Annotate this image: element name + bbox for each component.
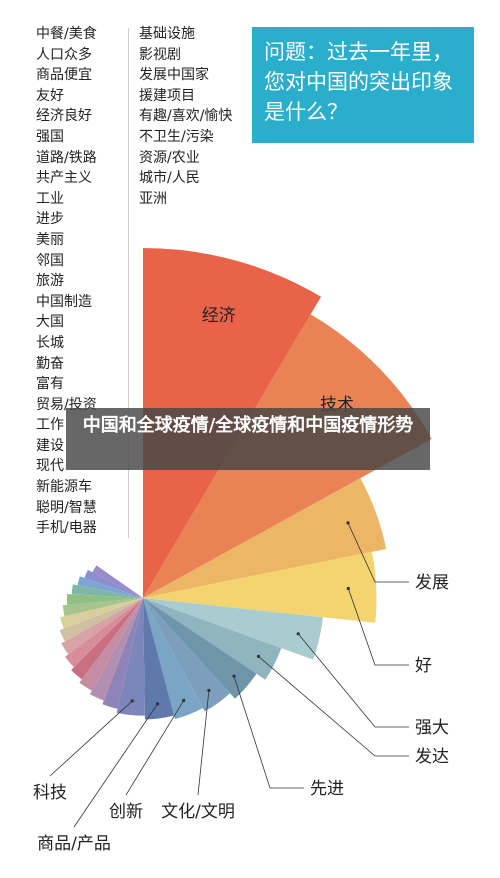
slice-label: 科技 — [33, 783, 67, 803]
slice-label: 创新 — [109, 802, 143, 822]
slice-label: 好 — [415, 656, 432, 676]
legend-item: 聪明/智慧 — [36, 499, 97, 516]
legend-item: 大国 — [36, 314, 64, 331]
chart-slice — [71, 584, 143, 598]
leader-dot — [130, 699, 134, 703]
chart-slice — [71, 598, 143, 680]
legend-item: 富有 — [36, 376, 64, 393]
legend-divider — [128, 28, 129, 538]
leader-dot — [296, 632, 300, 636]
legend-item: 道路/铁路 — [36, 149, 97, 166]
legend-item: 建设 — [36, 437, 64, 454]
legend-item: 勤奋 — [36, 355, 64, 372]
slice-label: 商品/产品 — [37, 834, 111, 854]
chart-slice — [143, 598, 174, 720]
leader-dot — [182, 698, 186, 703]
chart-slice — [61, 598, 144, 655]
legend-item: 中餐/美食 — [36, 26, 97, 42]
leader-dot — [232, 674, 236, 678]
chart-slice — [89, 598, 143, 701]
slice-label: 发展 — [415, 573, 449, 593]
legend-item: 经济良好 — [36, 108, 92, 125]
leader-line — [297, 633, 409, 728]
legend-item: 中国制造 — [36, 293, 92, 310]
legend-item: 共产主义 — [36, 170, 92, 187]
leader-dot — [156, 702, 160, 706]
legend-item: 资源/农业 — [139, 149, 200, 166]
legend-item: 商品便宜 — [36, 67, 92, 84]
question-box: 问题：过去一年里，您对中国的突出印象是什么？ — [252, 27, 474, 143]
chart-slice — [143, 598, 282, 680]
leader-line — [197, 690, 210, 796]
headline-banner: 中国和全球疫情/全球疫情和中国疫情形势 — [66, 408, 430, 470]
chart-slice — [65, 598, 143, 668]
legend-item: 基础设施 — [139, 26, 195, 42]
leader-line — [233, 676, 304, 789]
legend-item: 不卫生/污染 — [139, 128, 214, 145]
chart-slice — [143, 598, 230, 712]
chart-slice — [143, 478, 387, 598]
chart-slice — [84, 569, 143, 598]
legend-item: 工作 — [36, 417, 64, 434]
legend-item: 邻国 — [36, 252, 64, 269]
chart-slice — [62, 598, 143, 617]
chart-slice — [59, 598, 144, 642]
legend-item: 亚洲 — [139, 190, 167, 207]
leader-dot — [346, 586, 350, 591]
leader-line — [73, 703, 158, 828]
legend-item: 工业 — [36, 190, 64, 207]
leader-dot — [346, 521, 350, 525]
leader-dot — [256, 654, 261, 659]
chart-slice — [116, 598, 145, 716]
legend-item: 友好 — [36, 87, 64, 104]
chart-slice — [79, 598, 143, 691]
chart-slice — [143, 598, 203, 720]
chart-slice — [143, 551, 377, 623]
legend-item: 现代 — [36, 458, 64, 475]
chart-slice — [66, 594, 143, 605]
leader-line — [258, 656, 409, 757]
legend-item: 长城 — [36, 334, 64, 351]
legend-item: 手机/电器 — [36, 520, 97, 537]
legend-item: 强国 — [36, 128, 64, 145]
leader-line — [347, 588, 409, 666]
chart-slice — [77, 576, 143, 598]
chart-slice — [92, 565, 143, 598]
chart-slice — [102, 598, 143, 709]
slice-label: 经济 — [202, 306, 236, 326]
banner-text: 中国和全球疫情/全球疫情和中国疫情形势 — [82, 415, 414, 436]
chart-slice — [143, 598, 257, 699]
legend-item: 城市/人民 — [139, 170, 200, 187]
slice-label: 发达 — [415, 747, 449, 767]
legend-item: 影视剧 — [139, 46, 181, 63]
chart-slice — [143, 598, 323, 660]
chart-slice — [60, 598, 144, 629]
leader-line — [49, 700, 133, 777]
slice-label: 文化/文明 — [161, 802, 235, 822]
slice-label: 强大 — [415, 718, 449, 738]
legend-item: 美丽 — [36, 231, 64, 248]
leader-line — [347, 522, 409, 583]
legend-item: 有趣/喜欢/愉快 — [139, 108, 233, 125]
legend-item: 人口众多 — [36, 46, 92, 63]
legend-item: 进步 — [36, 211, 64, 228]
legend-right-column: 基础设施影视剧发展中国家援建项目有趣/喜欢/愉快 不卫生/污染 资源/农业城市/人民… — [139, 24, 232, 209]
legend-item: 发展中国家 — [139, 67, 209, 84]
leader-dot — [207, 688, 211, 693]
legend-item: 援建项目 — [139, 87, 195, 104]
legend-left-column: 中餐/美食人口众多商品便宜友好经济良好强国道路/铁路共产主义工业进步美丽邻国旅游… — [36, 24, 97, 539]
question-text: 问题：过去一年里，您对中国的突出印象是什么？ — [264, 40, 453, 124]
legend-item: 旅游 — [36, 273, 64, 290]
leader-line — [125, 700, 185, 796]
slice-label: 先进 — [310, 779, 344, 799]
legend-item: 新能源车 — [36, 479, 92, 496]
